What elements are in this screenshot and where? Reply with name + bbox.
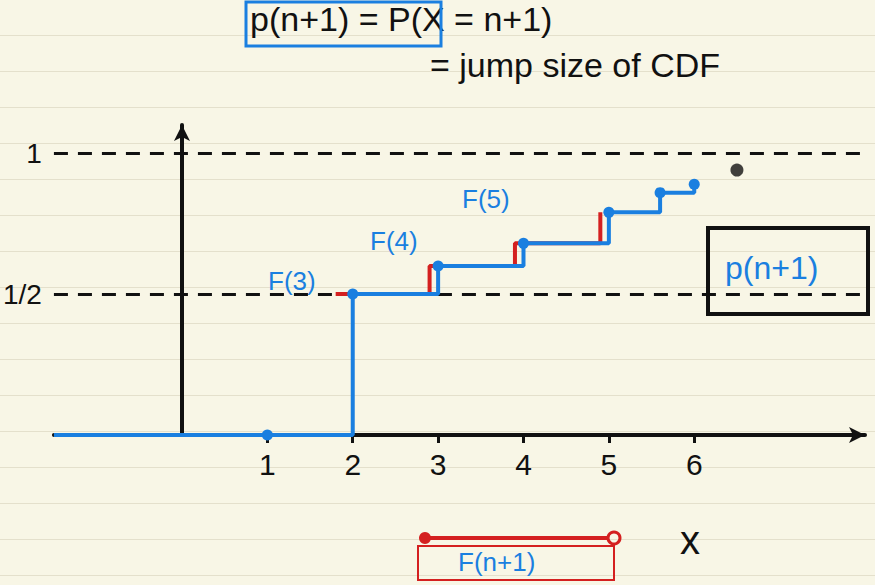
svg-text:F(n+1): F(n+1) — [458, 547, 535, 577]
svg-text:= jump size of CDF: = jump size of CDF — [430, 46, 720, 84]
svg-text:2: 2 — [344, 448, 361, 481]
svg-text:x: x — [680, 518, 700, 562]
svg-text:1/2: 1/2 — [3, 279, 42, 310]
svg-text:3: 3 — [430, 448, 447, 481]
svg-text:p(n+1) = P(X = n+1): p(n+1) = P(X = n+1) — [250, 0, 552, 38]
svg-text:4: 4 — [515, 448, 532, 481]
svg-text:1: 1 — [259, 448, 276, 481]
svg-text:6: 6 — [686, 448, 703, 481]
svg-text:1: 1 — [26, 138, 42, 169]
svg-text:F(3): F(3) — [268, 266, 316, 296]
svg-text:F(4): F(4) — [370, 226, 418, 256]
svg-text:p(n+1): p(n+1) — [725, 250, 818, 286]
svg-text:5: 5 — [601, 448, 618, 481]
svg-text:F(5): F(5) — [462, 184, 510, 214]
